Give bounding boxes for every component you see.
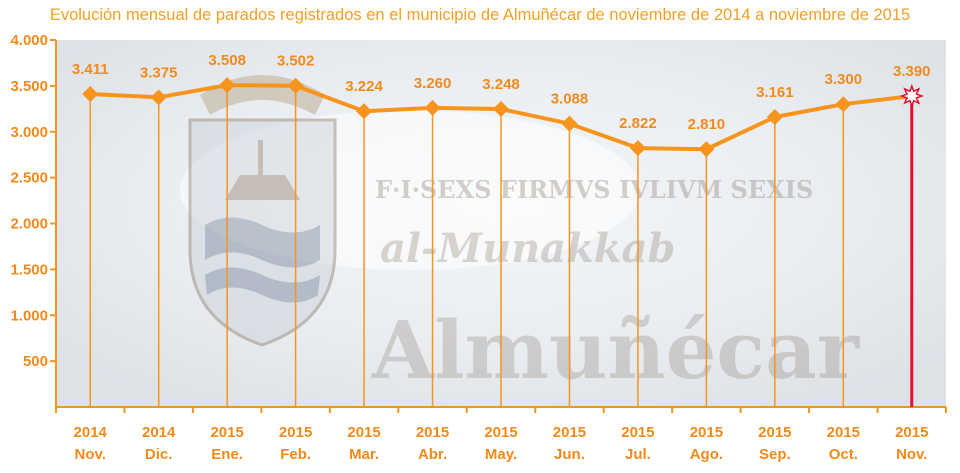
x-tick-year-label: 2015 <box>279 424 312 441</box>
diamond-marker <box>698 141 715 158</box>
data-label: 3.411 <box>72 61 109 78</box>
x-tick-year-label: 2015 <box>690 424 723 441</box>
x-tick-month-label: Nov. <box>896 446 927 463</box>
data-label: 3.508 <box>208 52 246 69</box>
x-tick-month-label: Nov. <box>75 446 106 463</box>
y-tick-label: 1.500 <box>10 261 48 278</box>
x-tick-month-label: Sep. <box>759 446 791 463</box>
diamond-marker <box>424 99 441 116</box>
watermark-line-2: al-Munakkab <box>380 225 675 272</box>
diamond-marker <box>835 96 852 113</box>
data-label: 3.088 <box>551 91 589 108</box>
x-tick-year-label: 2015 <box>416 424 449 441</box>
x-tick-month-label: Oct. <box>829 446 858 463</box>
data-markers <box>82 77 925 158</box>
y-tick-label: 3.000 <box>10 124 48 141</box>
watermark-line-1: F·I·SEXS FIRMVS IVLIVM SEXIS <box>375 175 813 204</box>
data-label: 3.161 <box>756 84 794 101</box>
x-tick-year-label: 2015 <box>347 424 380 441</box>
x-tick-month-label: Dic. <box>145 446 173 463</box>
x-tick-year-label: 2015 <box>553 424 586 441</box>
x-tick-month-label: May. <box>485 446 517 463</box>
diamond-marker <box>287 77 304 94</box>
diamond-marker <box>219 77 236 94</box>
x-tick-month-label: Ago. <box>690 446 723 463</box>
diamond-marker <box>561 115 578 132</box>
highlight-star-marker <box>899 83 925 109</box>
data-label: 3.248 <box>482 76 520 93</box>
y-tick-label: 2.000 <box>10 216 48 233</box>
data-label: 2.810 <box>688 116 726 133</box>
x-tick-month-label: Mar. <box>349 446 379 463</box>
drop-lines <box>89 85 914 407</box>
chart-title: Evolución mensual de parados registrados… <box>49 6 911 24</box>
x-tick-year-label: 2015 <box>895 424 928 441</box>
watermark-line-3: Almuñécar <box>371 303 860 397</box>
data-label: 3.502 <box>277 53 315 70</box>
x-tick-year-label: 2014 <box>74 424 108 441</box>
diamond-marker <box>150 89 167 106</box>
data-label: 3.224 <box>345 78 383 95</box>
data-label: 3.375 <box>140 64 178 81</box>
y-tick-label: 3.500 <box>10 78 48 95</box>
y-tick-label: 4.000 <box>10 32 48 49</box>
x-tick-year-label: 2015 <box>827 424 860 441</box>
y-axis-ticks: 500 1.000 1.500 2.000 2.500 3.000 3.500 4.000 <box>10 32 56 370</box>
data-label: 2.822 <box>619 115 657 132</box>
data-label: 3.300 <box>825 71 863 88</box>
x-axis-ticks: 2014 Nov. 2014 Dic. 2015 Ene. 2015 Feb. 2015 Mar.… <box>55 407 947 463</box>
diamond-marker <box>82 86 99 103</box>
highlight-data-label: 3.390 <box>893 63 931 80</box>
diamond-marker <box>629 140 646 157</box>
y-tick-label: 1.000 <box>10 307 48 324</box>
x-tick-year-label: 2015 <box>758 424 791 441</box>
data-labels: 3.411 3.375 3.508 3.502 3.224 3.260 3.248 3.088… <box>72 52 931 133</box>
diamond-marker <box>766 108 783 125</box>
diamond-marker <box>356 103 373 120</box>
x-tick-year-label: 2015 <box>210 424 243 441</box>
x-tick-month-label: Abr. <box>418 446 447 463</box>
x-tick-year-label: 2015 <box>621 424 654 441</box>
x-tick-month-label: Jul. <box>625 446 651 463</box>
x-tick-month-label: Jun. <box>554 446 585 463</box>
x-tick-month-label: Feb. <box>280 446 311 463</box>
x-tick-year-label: 2014 <box>142 424 176 441</box>
y-tick-label: 500 <box>23 353 48 370</box>
y-tick-label: 2.500 <box>10 170 48 187</box>
diamond-marker <box>493 100 509 117</box>
data-label: 3.260 <box>414 75 452 92</box>
x-tick-year-label: 2015 <box>484 424 517 441</box>
x-tick-month-label: Ene. <box>211 446 243 463</box>
